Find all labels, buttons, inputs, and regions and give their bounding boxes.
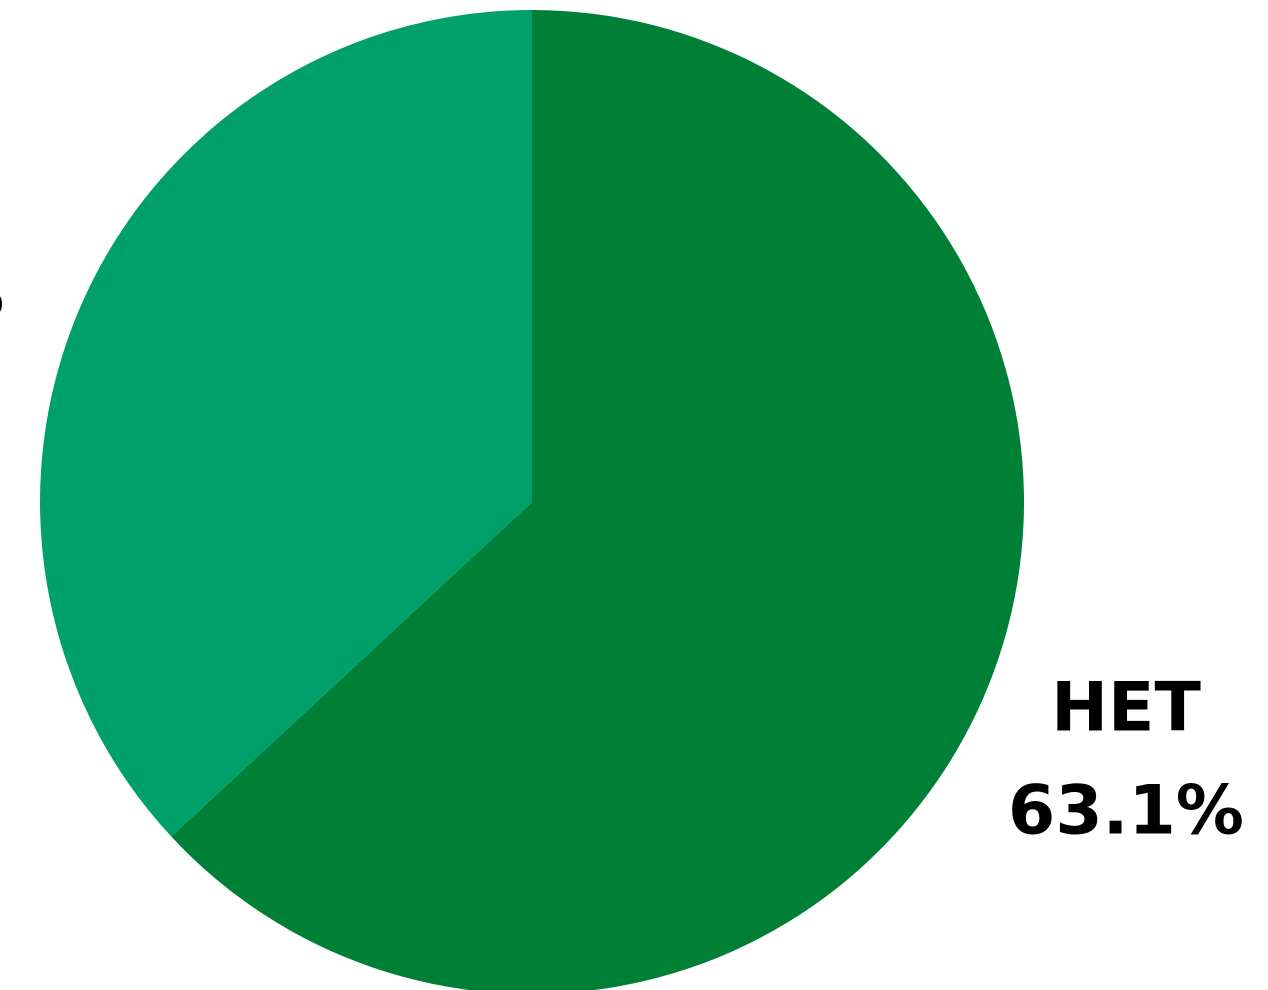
slice-label-het-value: 63.1% [1008,772,1244,851]
slice-label-left-cropped: % [0,255,4,334]
pie-slice-het [171,10,1024,990]
pie-labels: % HET 63.1% [0,255,1244,851]
slice-label-het-name: HET [1051,669,1201,748]
pie-slice-other-1 [40,10,532,837]
pie-slices [40,10,1024,990]
